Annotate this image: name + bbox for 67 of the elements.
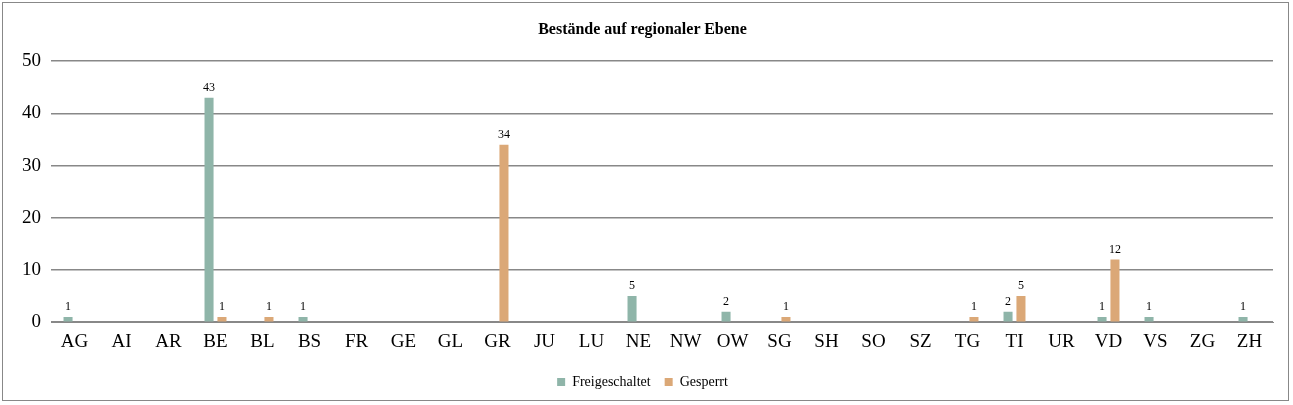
data-label: 12 (1108, 241, 1121, 256)
y-tick-label: 50 (22, 49, 41, 71)
y-tick-label: 10 (22, 257, 41, 279)
bar (63, 316, 73, 322)
x-tick-label: AG (60, 329, 89, 351)
bar (298, 316, 308, 322)
chart-title: Bestände auf regionaler Ebene (538, 19, 747, 38)
x-tick-label: UR (1048, 329, 1076, 351)
x-tick-label: VD (1094, 329, 1123, 351)
data-label: 5 (629, 278, 636, 293)
data-label: 1 (782, 299, 789, 314)
x-tick-label: SZ (909, 329, 932, 351)
x-tick-label: AI (111, 329, 132, 351)
x-tick-label: ZG (1189, 329, 1216, 351)
x-tick-label: JU (533, 329, 556, 351)
bar (721, 311, 731, 322)
bar (1097, 316, 1107, 322)
x-tick-label: ZH (1236, 329, 1263, 351)
x-tick-label: GR (484, 329, 512, 351)
x-tick-label: BL (250, 329, 275, 351)
bar (204, 97, 214, 322)
data-label: 1 (300, 299, 307, 314)
x-tick-label: SH (814, 329, 839, 351)
x-tick-label: SG (767, 329, 792, 351)
data-label: 1 (65, 299, 72, 314)
bar (969, 316, 979, 322)
x-tick-label: FR (344, 329, 369, 351)
x-tick-label: NW (669, 329, 702, 351)
data-label: 1 (1099, 299, 1106, 314)
y-tick-label: 30 (22, 153, 41, 175)
x-tick-label: GL (437, 329, 464, 351)
y-tick-label: 0 (31, 310, 41, 332)
bar (627, 296, 637, 322)
x-tick-label: BS (297, 329, 322, 351)
x-tick-label: TG (954, 329, 981, 351)
data-label: 34 (497, 126, 510, 141)
y-tick-label: 20 (22, 205, 41, 227)
data-label: 5 (1017, 278, 1024, 293)
x-tick-label: NE (625, 329, 652, 351)
x-tick-label: OW (716, 329, 749, 351)
x-tick-label: SO (861, 329, 886, 351)
x-tick-label: LU (578, 329, 605, 351)
x-tick-label: TI (1005, 329, 1024, 351)
x-tick-label: VS (1143, 329, 1168, 351)
data-label: 2 (723, 293, 730, 308)
bar (1238, 316, 1248, 322)
data-label: 2 (1005, 293, 1012, 308)
bar (1003, 311, 1013, 322)
y-tick-label: 40 (22, 101, 41, 123)
bar (1144, 316, 1154, 322)
x-tick-label: AR (155, 329, 183, 351)
x-tick-label: GE (390, 329, 417, 351)
legend-label: Freigeschaltet (572, 373, 651, 389)
bar (1016, 296, 1026, 322)
bar (264, 316, 274, 322)
x-tick-label: BE (203, 329, 228, 351)
bar (499, 144, 509, 322)
bar (781, 316, 791, 322)
data-label: 1 (970, 299, 977, 314)
bar (217, 316, 227, 322)
legend-label: Gesperrt (679, 373, 728, 389)
data-label: 43 (203, 79, 216, 94)
data-label: 1 (1146, 299, 1153, 314)
data-label: 1 (265, 299, 272, 314)
data-label: 1 (218, 299, 225, 314)
data-label: 1 (1240, 299, 1247, 314)
bar (1110, 259, 1120, 322)
